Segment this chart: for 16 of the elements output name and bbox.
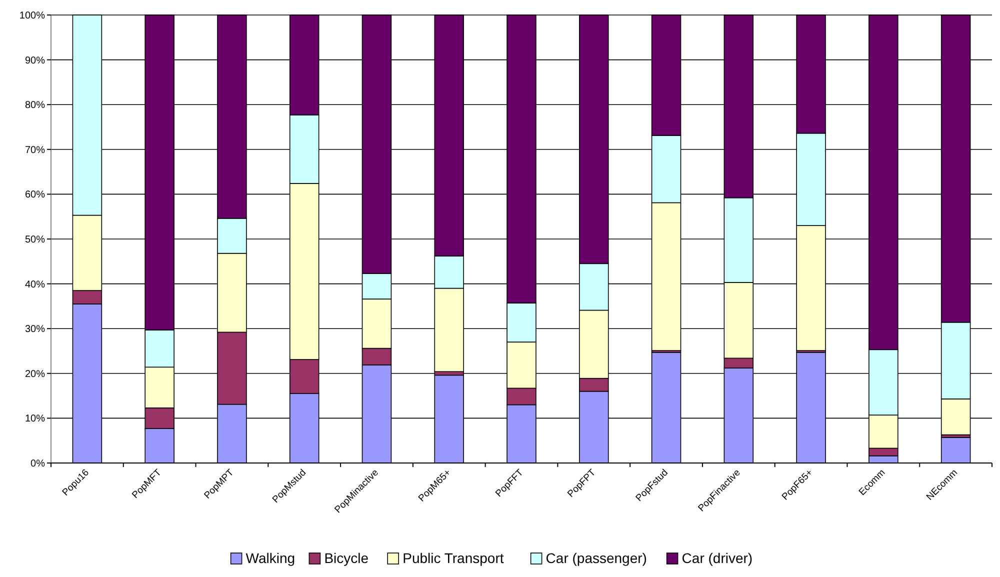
legend-label: Car (driver): [682, 550, 753, 566]
y-tick-label: 90%: [24, 55, 46, 66]
legend-label: Car (passenger): [546, 550, 647, 566]
y-tick-label: 0%: [30, 458, 46, 470]
y-tick-label: 10%: [24, 414, 46, 425]
y-tick-label: 100%: [19, 10, 46, 22]
legend-label: Public Transport: [402, 550, 504, 566]
y-tick-label: 80%: [24, 100, 46, 112]
y-tick-label: 40%: [24, 279, 46, 290]
legend-label: Bicycle: [324, 550, 369, 566]
y-tick-label: 60%: [24, 190, 46, 201]
y-tick-label: 30%: [24, 324, 46, 336]
y-tick-label: 20%: [24, 368, 46, 380]
legend-label: Walking: [246, 550, 296, 566]
y-tick-label: 50%: [24, 234, 46, 246]
y-tick-label: 70%: [24, 144, 46, 156]
